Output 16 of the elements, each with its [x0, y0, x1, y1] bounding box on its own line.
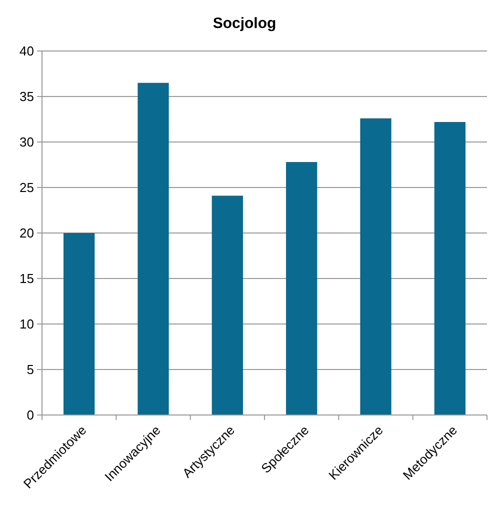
y-tick-label: 20 [20, 226, 34, 241]
bar [64, 233, 95, 415]
y-tick-label: 25 [20, 180, 34, 196]
bar [286, 162, 318, 415]
y-tick-label: 15 [20, 271, 34, 286]
chart-title: Socjolog [212, 15, 276, 32]
y-tick-label: 5 [26, 362, 34, 378]
y-tick-label: 35 [20, 89, 34, 104]
y-tick-label: 40 [20, 44, 34, 59]
y-tick-label: 30 [20, 134, 34, 150]
bar [360, 118, 392, 415]
y-tick-label: 10 [20, 316, 34, 332]
bar [212, 196, 243, 415]
bar [434, 122, 466, 415]
bar [138, 82, 169, 415]
y-tick-label: 0 [26, 408, 34, 423]
